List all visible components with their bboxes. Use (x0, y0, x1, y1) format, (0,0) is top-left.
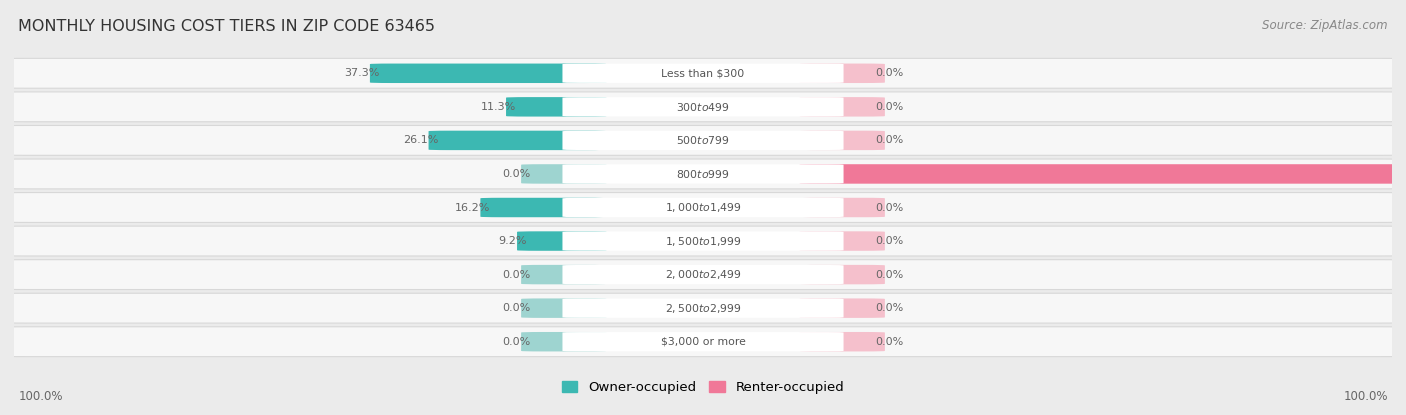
Text: 0.0%: 0.0% (502, 303, 531, 313)
Text: 0.0%: 0.0% (875, 68, 904, 78)
Text: 0.0%: 0.0% (502, 270, 531, 280)
Text: $300 to $499: $300 to $499 (676, 101, 730, 113)
Text: 0.0%: 0.0% (875, 135, 904, 145)
FancyBboxPatch shape (506, 97, 606, 117)
FancyBboxPatch shape (800, 198, 884, 217)
FancyBboxPatch shape (800, 332, 884, 352)
Text: $3,000 or more: $3,000 or more (661, 337, 745, 347)
Text: 9.2%: 9.2% (498, 236, 527, 246)
FancyBboxPatch shape (0, 327, 1406, 356)
Text: 100.0%: 100.0% (18, 390, 63, 403)
Text: 11.3%: 11.3% (481, 102, 516, 112)
Text: 0.0%: 0.0% (875, 102, 904, 112)
Text: $500 to $799: $500 to $799 (676, 134, 730, 146)
FancyBboxPatch shape (522, 332, 606, 352)
FancyBboxPatch shape (562, 63, 844, 83)
FancyBboxPatch shape (429, 131, 606, 150)
FancyBboxPatch shape (0, 226, 1406, 256)
FancyBboxPatch shape (562, 232, 844, 251)
FancyBboxPatch shape (800, 164, 1406, 184)
FancyBboxPatch shape (522, 265, 606, 284)
FancyBboxPatch shape (562, 198, 844, 217)
FancyBboxPatch shape (0, 293, 1406, 323)
FancyBboxPatch shape (800, 231, 884, 251)
FancyBboxPatch shape (0, 159, 1406, 189)
FancyBboxPatch shape (522, 164, 606, 184)
Text: 0.0%: 0.0% (875, 203, 904, 212)
Text: $1,000 to $1,499: $1,000 to $1,499 (665, 201, 741, 214)
FancyBboxPatch shape (800, 63, 884, 83)
Text: MONTHLY HOUSING COST TIERS IN ZIP CODE 63465: MONTHLY HOUSING COST TIERS IN ZIP CODE 6… (18, 19, 436, 34)
Text: Less than $300: Less than $300 (661, 68, 745, 78)
FancyBboxPatch shape (0, 125, 1406, 155)
Text: 37.3%: 37.3% (344, 68, 380, 78)
Text: 16.2%: 16.2% (454, 203, 491, 212)
FancyBboxPatch shape (800, 131, 884, 150)
FancyBboxPatch shape (562, 164, 844, 183)
Text: Source: ZipAtlas.com: Source: ZipAtlas.com (1263, 19, 1388, 32)
FancyBboxPatch shape (800, 265, 884, 284)
FancyBboxPatch shape (370, 63, 606, 83)
Text: 0.0%: 0.0% (502, 337, 531, 347)
Text: $800 to $999: $800 to $999 (676, 168, 730, 180)
Text: $1,500 to $1,999: $1,500 to $1,999 (665, 234, 741, 248)
Text: 0.0%: 0.0% (875, 303, 904, 313)
Text: $2,500 to $2,999: $2,500 to $2,999 (665, 302, 741, 315)
Text: 0.0%: 0.0% (875, 236, 904, 246)
FancyBboxPatch shape (800, 97, 884, 117)
FancyBboxPatch shape (517, 231, 606, 251)
FancyBboxPatch shape (481, 198, 606, 217)
Text: 26.1%: 26.1% (404, 135, 439, 145)
Text: 0.0%: 0.0% (875, 337, 904, 347)
FancyBboxPatch shape (800, 298, 884, 318)
FancyBboxPatch shape (0, 193, 1406, 222)
FancyBboxPatch shape (0, 92, 1406, 122)
Text: 100.0%: 100.0% (1343, 390, 1388, 403)
FancyBboxPatch shape (562, 332, 844, 352)
FancyBboxPatch shape (522, 298, 606, 318)
FancyBboxPatch shape (562, 131, 844, 150)
FancyBboxPatch shape (562, 298, 844, 318)
Text: $2,000 to $2,499: $2,000 to $2,499 (665, 268, 741, 281)
FancyBboxPatch shape (0, 59, 1406, 88)
Text: 0.0%: 0.0% (875, 270, 904, 280)
Legend: Owner-occupied, Renter-occupied: Owner-occupied, Renter-occupied (557, 376, 849, 400)
FancyBboxPatch shape (562, 97, 844, 117)
FancyBboxPatch shape (562, 265, 844, 284)
FancyBboxPatch shape (0, 260, 1406, 290)
Text: 0.0%: 0.0% (502, 169, 531, 179)
